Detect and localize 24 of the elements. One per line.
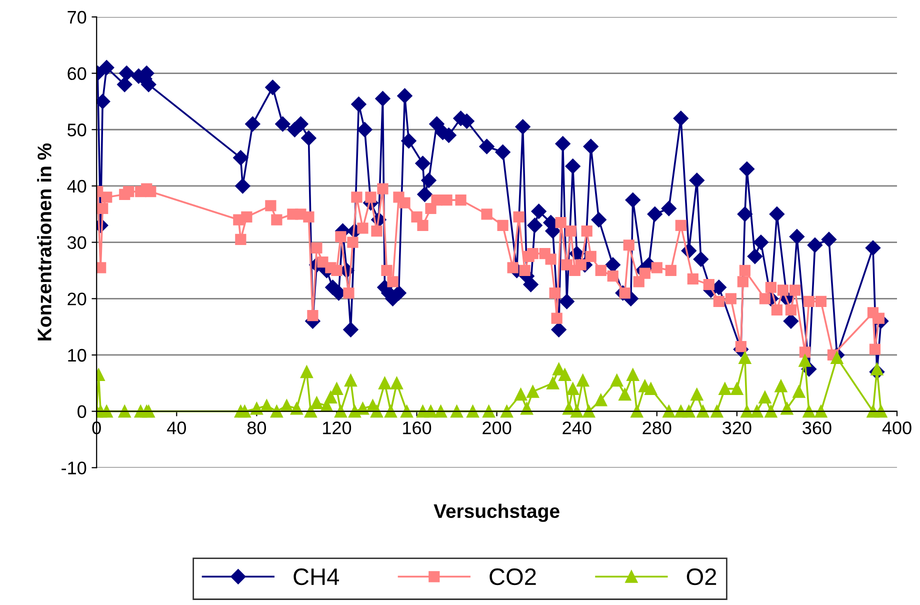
y-tick-label: 60 [68, 67, 86, 80]
legend-label: CO2 [490, 568, 536, 586]
x-tick-label: 360 [802, 422, 832, 434]
x-tick-label: 200 [482, 422, 512, 434]
x-tick-label: 160 [403, 422, 432, 434]
x-tick-label: 80 [247, 422, 266, 434]
x-axis-title: Versuchstage [434, 504, 560, 522]
y-tick-label: 30 [67, 236, 86, 250]
x-tick-label: 40 [167, 422, 186, 434]
y-tick-label: 70 [68, 10, 86, 24]
y-axis-title: Konzentrationen in % [37, 143, 52, 340]
y-tick-label: -10 [62, 462, 86, 474]
y-tick-label: 40 [67, 180, 86, 193]
x-tick-label: 120 [323, 422, 352, 434]
x-tick-label: 240 [562, 422, 592, 434]
y-tick-label: 20 [68, 292, 86, 306]
x-tick-label: 280 [642, 422, 672, 434]
y-tick-label: 50 [68, 124, 86, 136]
legend-label: CH4 [294, 568, 340, 586]
x-tick-label: 400 [882, 422, 912, 434]
x-tick-label: 320 [722, 422, 752, 434]
y-tick-label: 10 [68, 348, 86, 362]
y-tick-label: 0 [78, 405, 86, 418]
legend-label: O2 [686, 568, 716, 586]
